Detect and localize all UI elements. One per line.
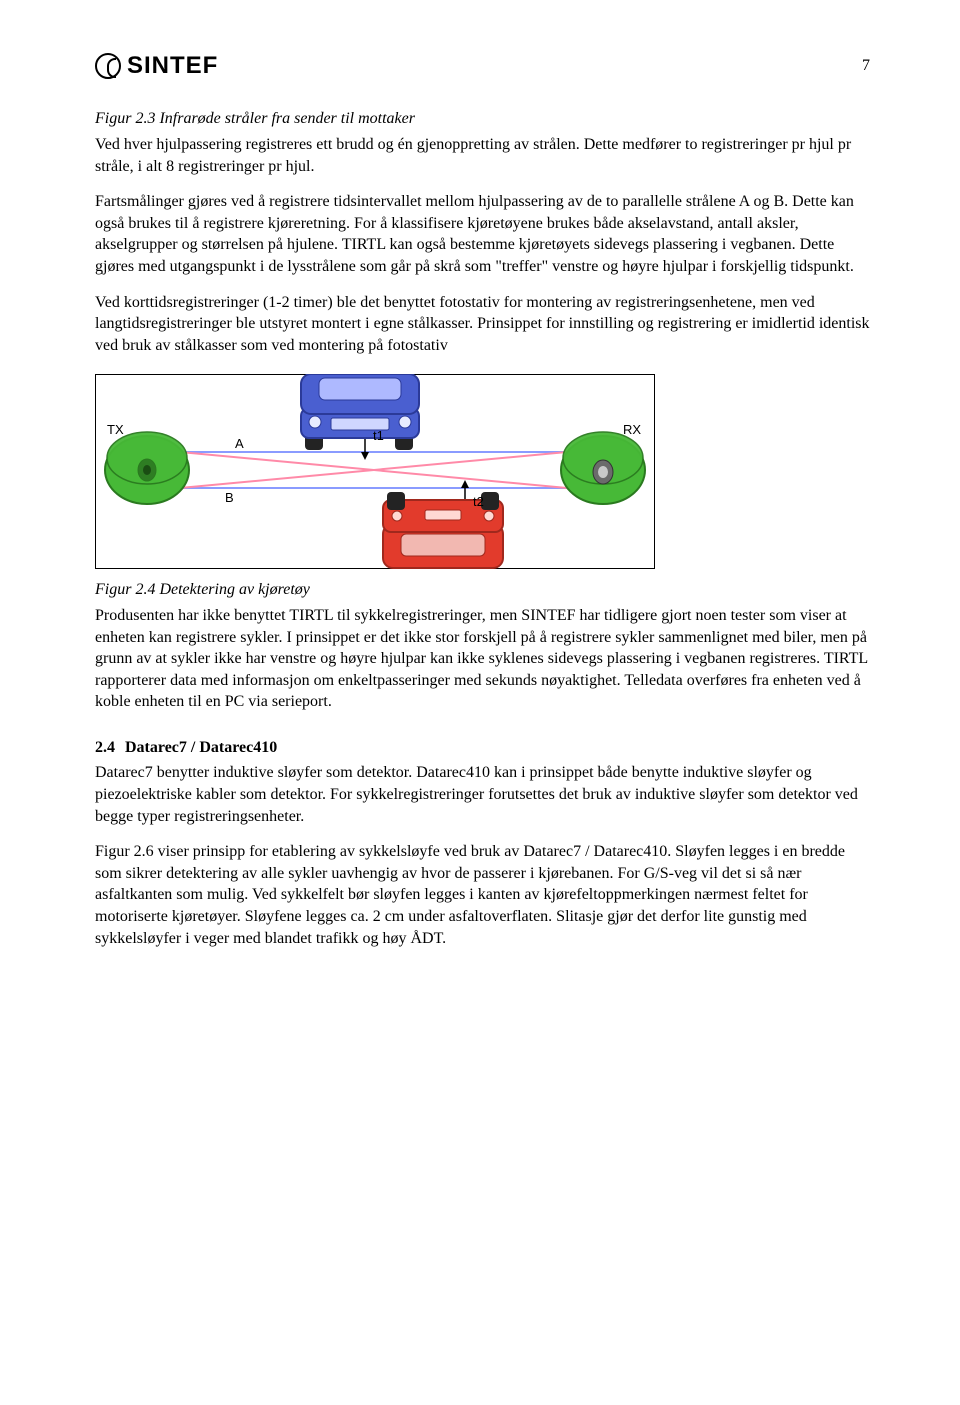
sintef-logo-icon: [95, 53, 121, 79]
section-number: 2.4: [95, 739, 115, 756]
svg-text:t2: t2: [473, 494, 484, 509]
page-number: 7: [862, 55, 870, 77]
logo-text: SINTEF: [127, 50, 218, 82]
logo: SINTEF: [95, 50, 218, 82]
body-paragraph: Produsenten har ikke benyttet TIRTL til …: [95, 605, 870, 713]
body-paragraph: Datarec7 benytter induktive sløyfer som …: [95, 762, 870, 827]
page-header: SINTEF 7: [95, 50, 870, 82]
svg-text:TX: TX: [107, 422, 124, 437]
body-paragraph: Figur 2.6 viser prinsipp for etablering …: [95, 841, 870, 949]
svg-text:A: A: [235, 436, 244, 451]
body-paragraph: Ved korttidsregistreringer (1-2 timer) b…: [95, 292, 870, 357]
figure-2-4: TX RX A Bt1 t2: [95, 374, 870, 569]
svg-text:RX: RX: [623, 422, 641, 437]
figure-2-4-svg: TX RX A Bt1 t2: [95, 374, 655, 569]
svg-text:B: B: [225, 490, 234, 505]
figure-2-4-caption: Figur 2.4 Detektering av kjøretøy: [95, 579, 870, 601]
section-title: Datarec7 / Datarec410: [125, 739, 277, 756]
section-heading-2-4: 2.4 Datarec7 / Datarec410: [95, 737, 870, 759]
svg-text:t1: t1: [373, 428, 384, 443]
figure-2-3-caption: Figur 2.3 Infrarøde stråler fra sender t…: [95, 108, 870, 130]
body-paragraph: Fartsmålinger gjøres ved å registrere ti…: [95, 191, 870, 277]
body-paragraph: Ved hver hjulpassering registreres ett b…: [95, 134, 870, 177]
